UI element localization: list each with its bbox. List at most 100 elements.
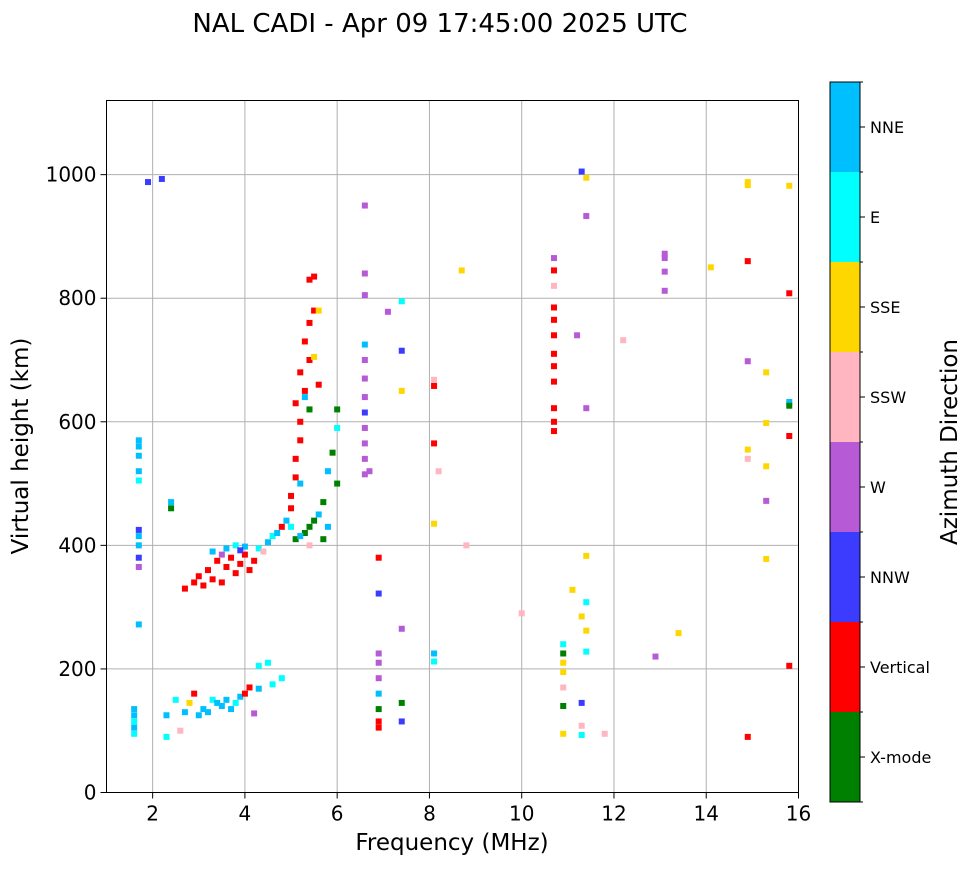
data-point (131, 718, 138, 725)
data-point (763, 369, 770, 376)
data-point (398, 718, 405, 725)
data-point (324, 468, 331, 475)
data-point (306, 276, 313, 283)
data-point (204, 567, 211, 574)
data-point (200, 582, 207, 589)
data-point (463, 542, 470, 549)
data-point (744, 446, 751, 453)
data-point (135, 554, 142, 561)
data-point (574, 332, 581, 339)
data-point (135, 533, 142, 540)
data-point (232, 570, 239, 577)
data-point (237, 547, 244, 554)
data-point (223, 563, 230, 570)
colorbar-label: Azimuth Direction (937, 339, 963, 545)
data-point (315, 307, 322, 314)
data-point (297, 437, 304, 444)
data-point (191, 579, 198, 586)
data-point (297, 480, 304, 487)
data-point (431, 440, 438, 447)
data-point (283, 517, 290, 524)
data-point (361, 440, 368, 447)
data-point (550, 350, 557, 357)
data-point (786, 432, 793, 439)
y-axis-label: Virtual height (km) (8, 338, 34, 555)
y-tick-label: 200 (58, 657, 96, 681)
data-point (306, 406, 313, 413)
data-point (288, 523, 295, 530)
data-point (292, 400, 299, 407)
data-point (583, 405, 590, 412)
data-point (135, 621, 142, 628)
grid (106, 100, 799, 793)
data-point (578, 699, 585, 706)
data-point (223, 545, 230, 552)
data-point (744, 182, 751, 189)
colorbar-tick-label: E (870, 208, 880, 227)
x-tick-label: 2 (146, 802, 159, 826)
data-point (361, 270, 368, 277)
data-point (306, 542, 313, 549)
data-point (583, 627, 590, 634)
data-point (131, 712, 138, 719)
data-point (375, 718, 382, 725)
colorbar-tick-label: SSE (870, 298, 900, 317)
data-point (786, 662, 793, 669)
colorbar-segment (830, 532, 860, 622)
data-point (361, 455, 368, 462)
data-point (297, 418, 304, 425)
data-point (560, 650, 567, 657)
colorbar-tick-label: Vertical (870, 658, 930, 677)
data-point (232, 699, 239, 706)
x-tick-label: 6 (331, 802, 344, 826)
data-point (264, 539, 271, 546)
data-point (550, 316, 557, 323)
data-point (228, 554, 235, 561)
data-point (578, 722, 585, 729)
data-point (246, 684, 253, 691)
data-point (135, 443, 142, 450)
data-point (200, 706, 207, 713)
data-point (550, 378, 557, 385)
data-point (763, 497, 770, 504)
data-point (135, 542, 142, 549)
data-point (334, 424, 341, 431)
chart-title: NAL CADI - Apr 09 17:45:00 2025 UTC (192, 9, 687, 39)
data-point (145, 179, 152, 186)
colorbar-frame (829, 81, 861, 803)
data-point (311, 307, 318, 314)
data-point (675, 630, 682, 637)
data-point (135, 437, 142, 444)
data-point (181, 709, 188, 716)
data-point (569, 586, 576, 593)
data-point (375, 650, 382, 657)
data-point (135, 563, 142, 570)
colorbar-tick-label: X-mode (870, 748, 931, 767)
data-point (384, 308, 391, 315)
data-point (431, 520, 438, 527)
data-point (301, 387, 308, 394)
colorbar-segment (830, 172, 860, 262)
data-point (583, 552, 590, 559)
data-point (301, 394, 308, 401)
data-point (135, 468, 142, 475)
x-tick-label: 4 (239, 802, 252, 826)
data-point (366, 468, 373, 475)
data-point (288, 492, 295, 499)
data-point (228, 706, 235, 713)
data-point (320, 536, 327, 543)
data-point (131, 724, 138, 731)
data-point (264, 659, 271, 666)
data-point (550, 267, 557, 274)
data-point (583, 174, 590, 181)
data-point (744, 179, 751, 186)
data-point (458, 267, 465, 274)
y-tick-label: 0 (84, 781, 97, 805)
data-point (324, 523, 331, 530)
data-point (218, 551, 225, 558)
data-point (361, 375, 368, 382)
data-points (131, 168, 793, 740)
data-point (177, 727, 184, 734)
